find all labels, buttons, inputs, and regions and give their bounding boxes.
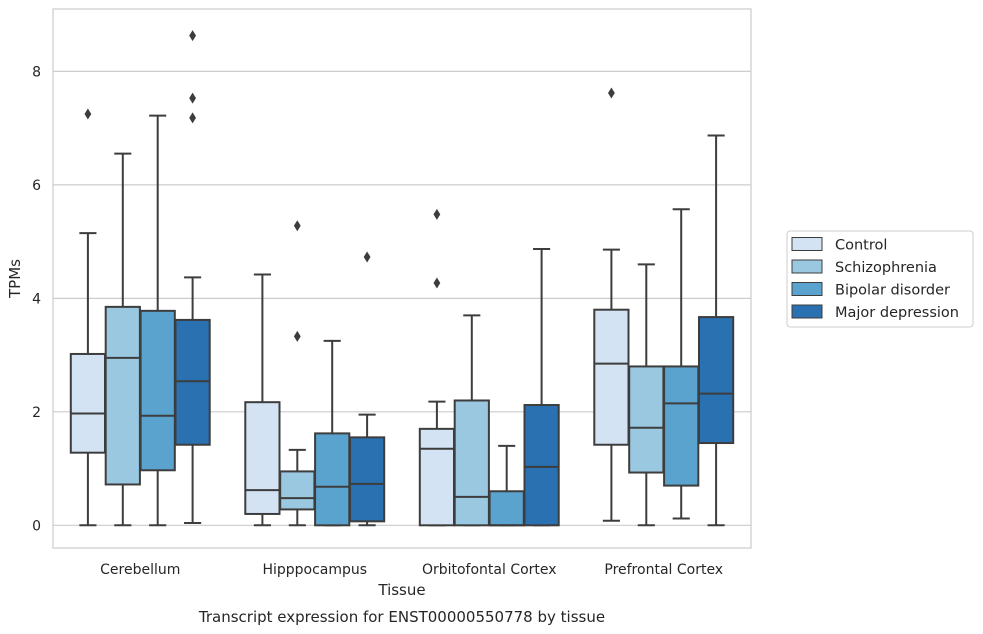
box-control bbox=[593, 87, 630, 522]
outlier-point bbox=[363, 251, 371, 263]
box-iqr bbox=[348, 436, 386, 523]
box-iqr bbox=[104, 305, 141, 486]
legend-swatch bbox=[791, 237, 823, 251]
x-tick-label: Orbitofontal Cortex bbox=[422, 562, 557, 578]
chart-caption: Transcript expression for ENST0000055077… bbox=[198, 608, 605, 626]
box-iqr bbox=[244, 401, 281, 515]
x-tick-label: Cerebellum bbox=[100, 562, 180, 578]
outlier-point bbox=[608, 87, 615, 99]
y-axis-label: TPMs bbox=[6, 259, 24, 299]
box-iqr bbox=[523, 404, 560, 527]
box-schizophrenia bbox=[279, 220, 316, 527]
box-bipolar-disorder bbox=[663, 208, 700, 520]
y-tick-label: 8 bbox=[32, 64, 41, 80]
y-tick-labels: 0 2 4 6 8 bbox=[32, 64, 41, 534]
box-iqr bbox=[314, 432, 351, 527]
box-iqr bbox=[174, 318, 211, 446]
legend: Control Schizophrenia Bipolar disorder Majo… bbox=[786, 230, 974, 328]
outlier-point bbox=[293, 220, 301, 232]
outlier-point bbox=[189, 112, 196, 124]
legend-frame bbox=[786, 230, 974, 328]
box-iqr bbox=[663, 365, 700, 487]
outlier-point bbox=[433, 208, 441, 220]
plot-area-frame bbox=[52, 8, 752, 549]
box-iqr bbox=[593, 308, 630, 446]
y-tick-label: 6 bbox=[32, 178, 41, 194]
box-bipolar-disorder bbox=[139, 114, 176, 527]
legend-swatch bbox=[791, 282, 823, 296]
box-iqr bbox=[69, 352, 107, 454]
box-iqr bbox=[488, 490, 525, 527]
box-iqr bbox=[279, 470, 316, 511]
y-tick-label: 2 bbox=[32, 405, 41, 421]
box-major-depression bbox=[348, 251, 386, 527]
box-series bbox=[69, 30, 735, 527]
box-iqr bbox=[139, 309, 176, 472]
box-control bbox=[69, 108, 107, 527]
legend-label: Bipolar disorder bbox=[835, 283, 950, 299]
outlier-point bbox=[433, 277, 441, 289]
y-tick-label: 0 bbox=[32, 518, 41, 534]
box-major-depression bbox=[697, 134, 735, 527]
outlier-point bbox=[189, 92, 196, 104]
box-iqr bbox=[697, 316, 735, 445]
x-axis-label: Tissue bbox=[377, 581, 425, 599]
box-schizophrenia bbox=[453, 314, 490, 527]
box-iqr bbox=[453, 399, 490, 527]
x-tick-labels: Cerebellum Hipppocampus Orbitofontal Corte… bbox=[100, 562, 723, 578]
outlier-point bbox=[189, 30, 196, 42]
box-major-depression bbox=[174, 30, 211, 525]
legend-swatch bbox=[791, 304, 823, 319]
box-control bbox=[244, 273, 281, 527]
outlier-point bbox=[84, 108, 92, 120]
box-iqr bbox=[418, 427, 456, 527]
box-schizophrenia bbox=[104, 152, 141, 527]
box-bipolar-disorder bbox=[314, 339, 351, 527]
y-tick-label: 4 bbox=[32, 291, 41, 307]
x-tick-label: Prefrontal Cortex bbox=[604, 562, 723, 578]
box-major-depression bbox=[523, 247, 560, 527]
legend-label: Control bbox=[835, 238, 887, 254]
outlier-point bbox=[293, 330, 301, 342]
legend-label: Major depression bbox=[835, 305, 959, 321]
box-iqr bbox=[628, 365, 665, 474]
x-tick-label: Hipppocampus bbox=[262, 562, 367, 578]
legend-swatch bbox=[791, 259, 823, 274]
legend-label: Schizophrenia bbox=[835, 260, 937, 276]
